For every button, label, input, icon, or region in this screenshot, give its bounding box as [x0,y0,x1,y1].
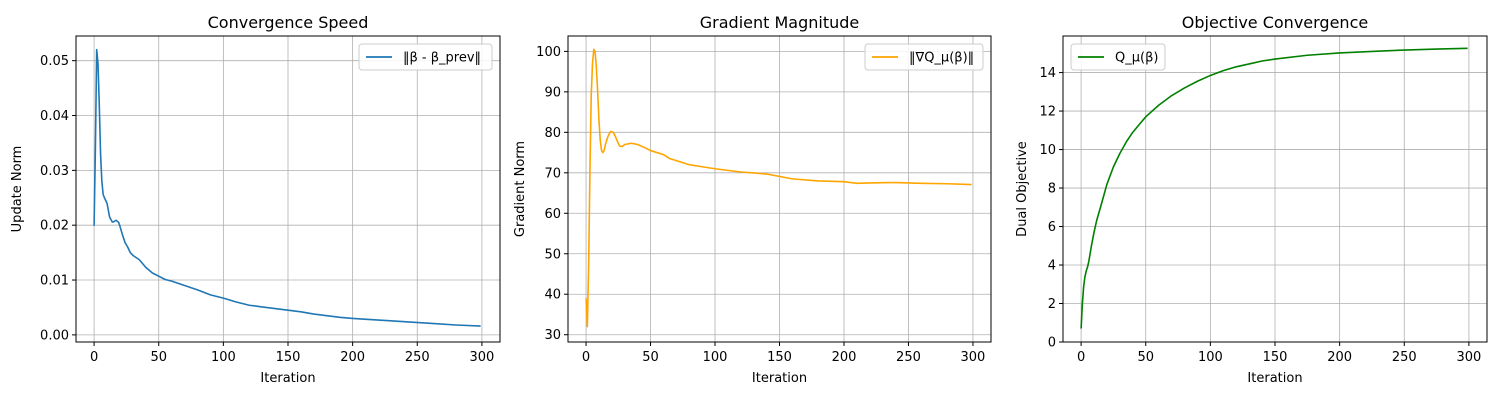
x-tick-label: 250 [896,350,921,365]
x-tick-label: 150 [767,350,792,365]
y-axis-label: Dual Objective [1015,141,1030,237]
legend-label: Q_μ(β) [1115,51,1158,66]
x-tick-label: 300 [1456,350,1481,365]
x-tick-label: 150 [276,350,301,365]
x-axis-label: Iteration [752,371,807,386]
x-tick-label: 200 [340,350,365,365]
chart-panel-2: 0 50 100 150 200 250 300 30 40 50 60 70 80 90 100 Gradi… [513,13,992,386]
series-line-1 [585,48,972,328]
x-tick-label: 100 [703,350,728,365]
series-line-1 [93,48,481,327]
chart-title: Convergence Speed [208,13,369,32]
y-tick-label: 10 [1039,143,1056,158]
y-tick-label: 0.02 [40,219,69,234]
legend: ‖∇Q_μ(β)‖ [864,43,984,71]
series-line-1 [1080,47,1468,329]
legend-box [358,43,493,71]
x-tick-label: 150 [1263,350,1288,365]
y-axis-label: Update Norm [10,146,25,233]
y-tick-label: 12 [1039,105,1056,120]
x-tick-label: 300 [469,350,494,365]
x-tick-label: 0 [582,350,590,365]
y-tick-label: 0.01 [40,274,69,289]
legend: Q_μ(β) [1070,43,1166,71]
x-tick-label: 100 [211,350,236,365]
y-tick-label: 70 [544,166,561,181]
y-tick-label: 0.03 [40,164,69,179]
legend-label: ‖β - β_prev‖ [403,51,481,66]
chart-title: Objective Convergence [1182,13,1368,32]
x-tick-label: 250 [1392,350,1417,365]
x-tick-label: 50 [150,350,167,365]
x-axis-label: Iteration [1247,371,1302,386]
y-tick-label: 0.04 [40,109,69,124]
y-tick-label: 50 [544,247,561,262]
x-tick-label: 250 [405,350,430,365]
x-tick-label: 100 [1198,350,1223,365]
x-tick-label: 0 [1077,350,1085,365]
y-tick-label: 14 [1039,66,1056,81]
x-tick-label: 50 [642,350,659,365]
legend-label: ‖∇Q_μ(β)‖ [909,51,974,66]
x-tick-label: 200 [1327,350,1352,365]
chart-panel-3: 0 50 100 150 200 250 300 0 2 4 6 8 10 12 14 Objective C… [1015,13,1488,386]
y-tick-label: 0.05 [40,54,69,69]
y-tick-label: 8 [1048,182,1056,197]
y-tick-label: 2 [1048,297,1056,312]
chart-title: Gradient Magnitude [700,13,860,32]
y-tick-label: 100 [536,45,561,60]
y-tick-label: 40 [544,288,561,303]
y-tick-label: 0.00 [40,328,69,343]
y-tick-label: 0 [1048,336,1056,351]
y-tick-label: 30 [544,328,561,343]
y-tick-label: 90 [544,85,561,100]
y-tick-label: 60 [544,207,561,222]
y-tick-label: 6 [1048,220,1056,235]
x-axis-label: Iteration [260,371,315,386]
legend-box [864,43,984,71]
y-tick-label: 4 [1048,259,1056,274]
y-axis-label: Gradient Norm [513,141,528,237]
x-tick-label: 200 [832,350,857,365]
chart-panel-1: 0 50 100 150 200 250 300 0.00 0.01 0.02 0.03 0.04 0.… [10,13,501,386]
legend: ‖β - β_prev‖ [358,43,493,71]
x-tick-label: 50 [1137,350,1154,365]
legend-box [1070,43,1166,71]
y-tick-label: 80 [544,126,561,141]
x-tick-label: 0 [90,350,98,365]
x-tick-label: 300 [961,350,986,365]
